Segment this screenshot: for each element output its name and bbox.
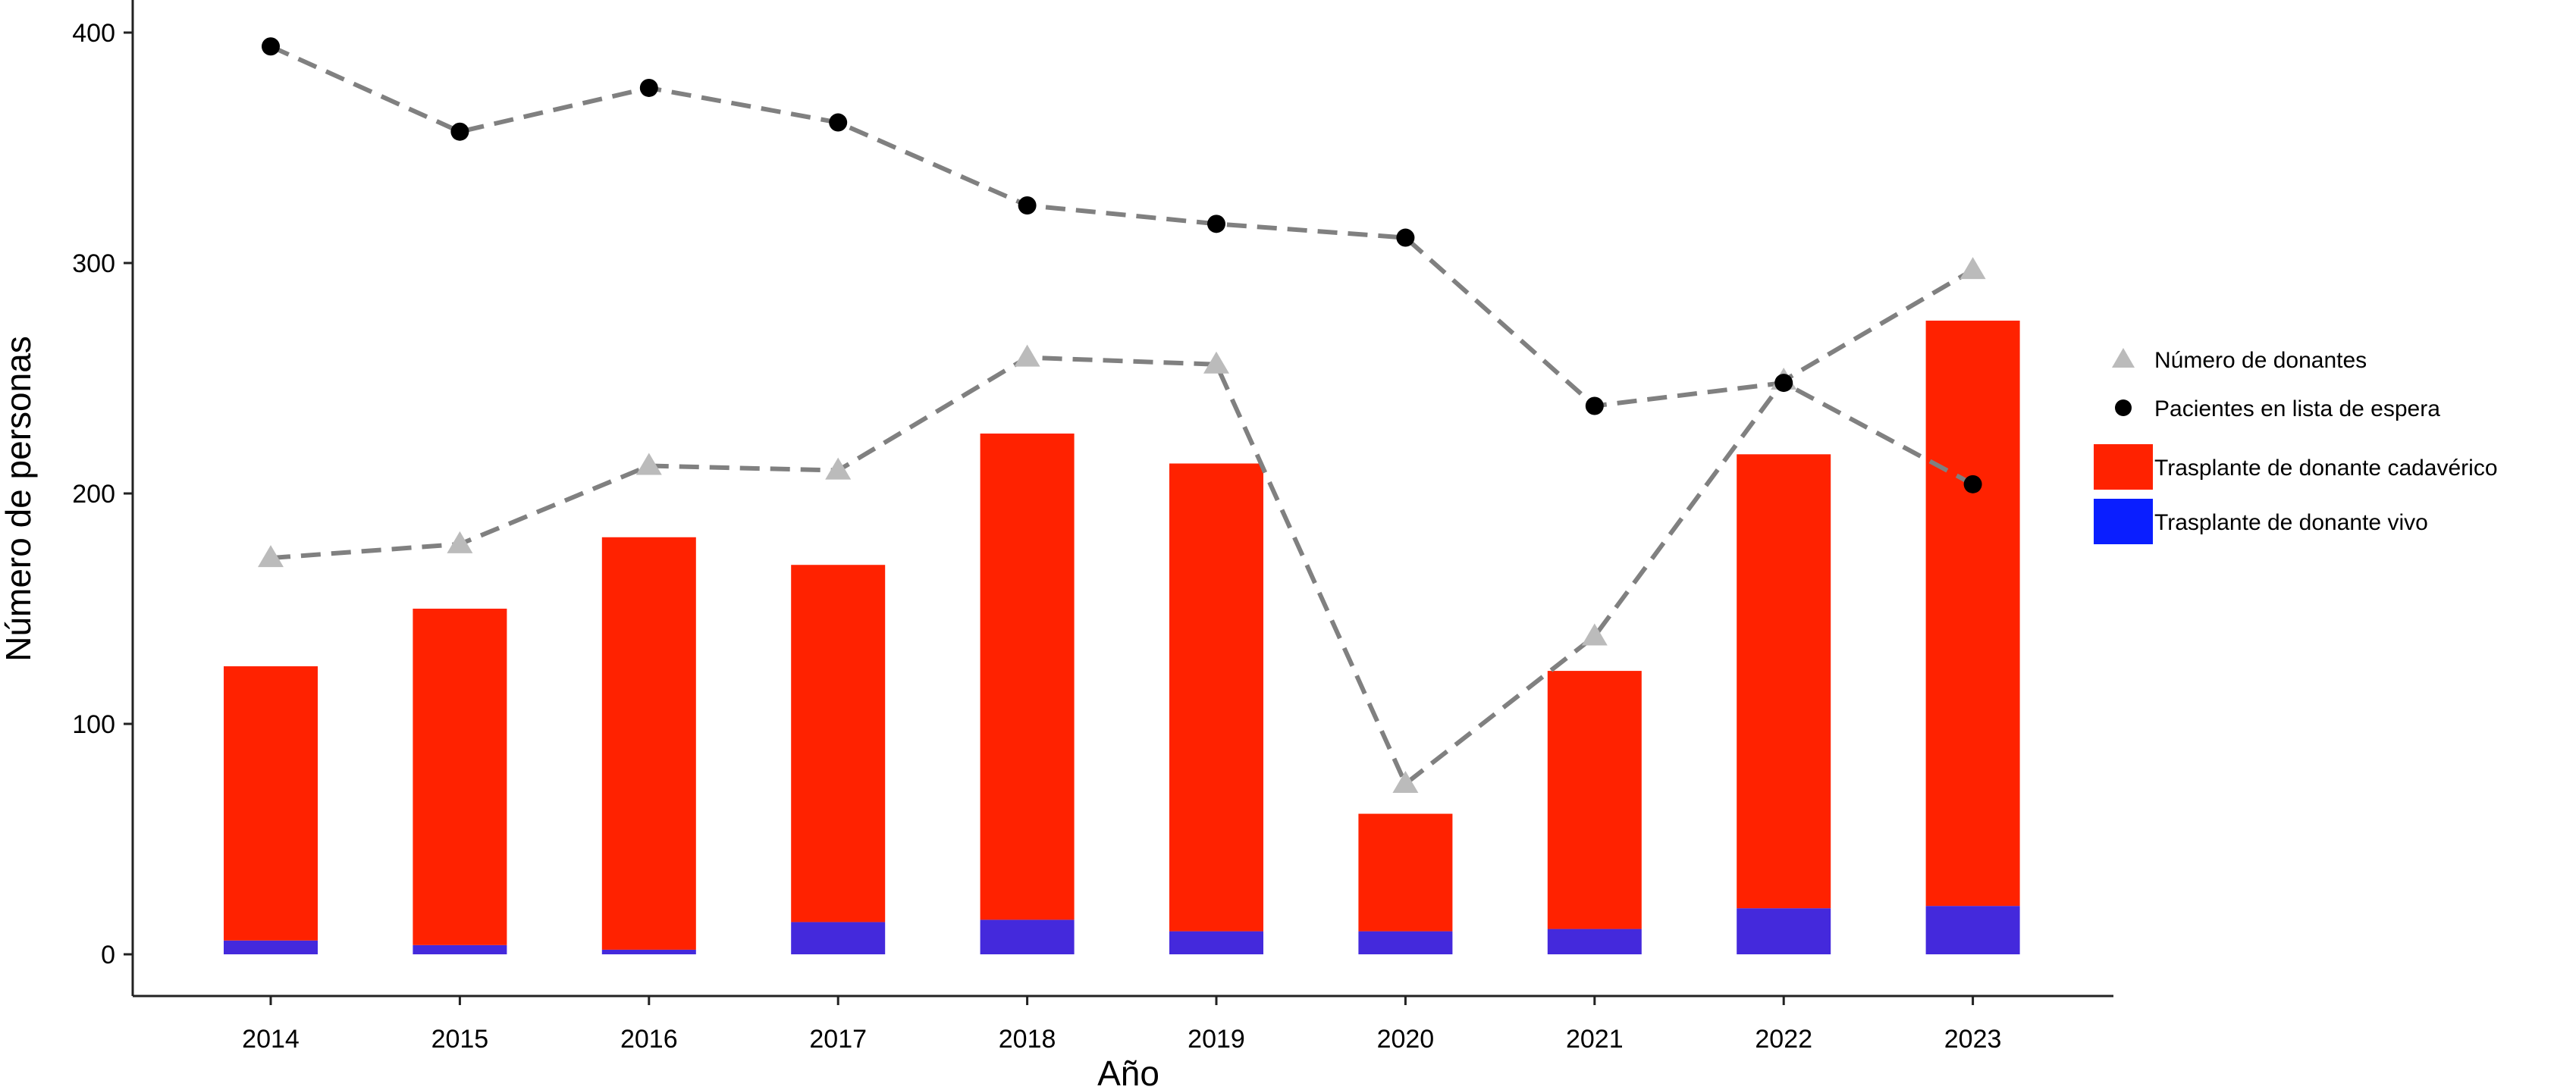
bar-donante-cadaverico xyxy=(980,433,1075,920)
point-numero-donantes xyxy=(258,545,284,568)
x-tick-label: 2020 xyxy=(1377,1025,1435,1054)
bar-donante-cadaverico xyxy=(601,537,696,950)
legend-item: Trasplante de donante cadavérico xyxy=(2094,444,2498,490)
x-axis-title: Año xyxy=(1097,1054,1159,1090)
legend-item: Número de donantes xyxy=(2112,348,2367,373)
bar-donante-vivo xyxy=(1358,931,1453,954)
y-axis-title: Número de personas xyxy=(0,336,38,662)
point-lista-espera xyxy=(1585,396,1604,415)
point-lista-espera xyxy=(262,37,280,56)
bar-donante-cadaverico xyxy=(413,609,507,945)
legend-item: Trasplante de donante vivo xyxy=(2094,499,2428,544)
line-layer xyxy=(269,44,1975,787)
y-tick-label: 200 xyxy=(72,480,115,509)
bar-donante-cadaverico xyxy=(1547,671,1642,929)
x-tick-label: 2017 xyxy=(809,1025,867,1054)
bar-donante-cadaverico xyxy=(791,565,886,922)
legend: Número de donantes Pacientes en lista de … xyxy=(2094,348,2498,544)
point-numero-donantes xyxy=(1959,257,1986,280)
point-numero-donantes xyxy=(635,453,662,475)
point-numero-donantes xyxy=(1392,771,1419,794)
x-tick-label: 2022 xyxy=(1755,1025,1812,1054)
bar-donante-cadaverico xyxy=(1169,463,1263,932)
point-numero-donantes xyxy=(1014,344,1040,367)
bar-donante-cadaverico xyxy=(1925,321,2020,907)
x-tick-label: 2023 xyxy=(1944,1025,2002,1054)
bar-donante-cadaverico xyxy=(1358,813,1453,932)
x-ticks: 2014 2015 2016 2017 2018 2019 2020 2021 2022 2023 xyxy=(242,996,2001,1054)
legend-item: Pacientes en lista de espera xyxy=(2115,396,2440,421)
point-lista-espera xyxy=(1774,374,1793,393)
y-tick-label: 100 xyxy=(72,710,115,739)
bar-donante-vivo xyxy=(1925,906,2020,954)
bar-donante-vivo xyxy=(413,944,507,954)
point-numero-donantes xyxy=(447,531,473,553)
bar-donante-vivo xyxy=(1547,929,1642,954)
point-lista-espera xyxy=(450,122,469,141)
legend-label: Trasplante de donante vivo xyxy=(2154,510,2428,535)
line-lista-espera xyxy=(269,44,1975,487)
point-lista-espera xyxy=(1963,475,1982,493)
plot-area xyxy=(224,37,2020,954)
point-lista-espera xyxy=(829,113,848,132)
bar-donante-vivo xyxy=(791,922,886,954)
x-tick-label: 2019 xyxy=(1188,1025,1245,1054)
marker-layer xyxy=(258,37,1986,794)
y-tick-label: 400 xyxy=(72,19,115,48)
x-tick-label: 2016 xyxy=(620,1025,678,1054)
point-lista-espera xyxy=(639,78,658,97)
bar-donante-vivo xyxy=(224,940,318,954)
y-ticks: 0 100 200 300 400 xyxy=(72,19,133,969)
x-tick-label: 2014 xyxy=(242,1025,300,1054)
bar-donante-vivo xyxy=(980,919,1075,954)
legend-swatch-icon xyxy=(2094,499,2153,544)
bar-donante-vivo xyxy=(1737,908,1831,954)
y-tick-label: 0 xyxy=(101,941,115,969)
point-numero-donantes xyxy=(1581,623,1608,646)
y-tick-label: 300 xyxy=(72,249,115,278)
legend-circle-icon xyxy=(2115,399,2132,416)
legend-swatch-icon xyxy=(2094,444,2153,490)
legend-triangle-icon xyxy=(2112,348,2135,368)
bar-donante-vivo xyxy=(1169,931,1263,954)
x-tick-label: 2021 xyxy=(1566,1025,1624,1054)
legend-label: Trasplante de donante cadavérico xyxy=(2154,456,2498,481)
bar-donante-cadaverico xyxy=(224,666,318,941)
point-numero-donantes xyxy=(1203,351,1229,374)
point-lista-espera xyxy=(1396,228,1415,247)
legend-label: Número de donantes xyxy=(2154,348,2367,373)
x-tick-label: 2018 xyxy=(999,1025,1056,1054)
bar-layer xyxy=(224,321,2020,954)
bar-donante-vivo xyxy=(601,949,696,954)
bar-donante-cadaverico xyxy=(1737,454,1831,909)
x-tick-label: 2015 xyxy=(431,1025,489,1054)
legend-label: Pacientes en lista de espera xyxy=(2154,396,2440,421)
point-lista-espera xyxy=(1207,215,1225,233)
point-numero-donantes xyxy=(825,457,852,480)
line-numero-donantes xyxy=(270,268,1975,787)
point-lista-espera xyxy=(1018,196,1037,215)
